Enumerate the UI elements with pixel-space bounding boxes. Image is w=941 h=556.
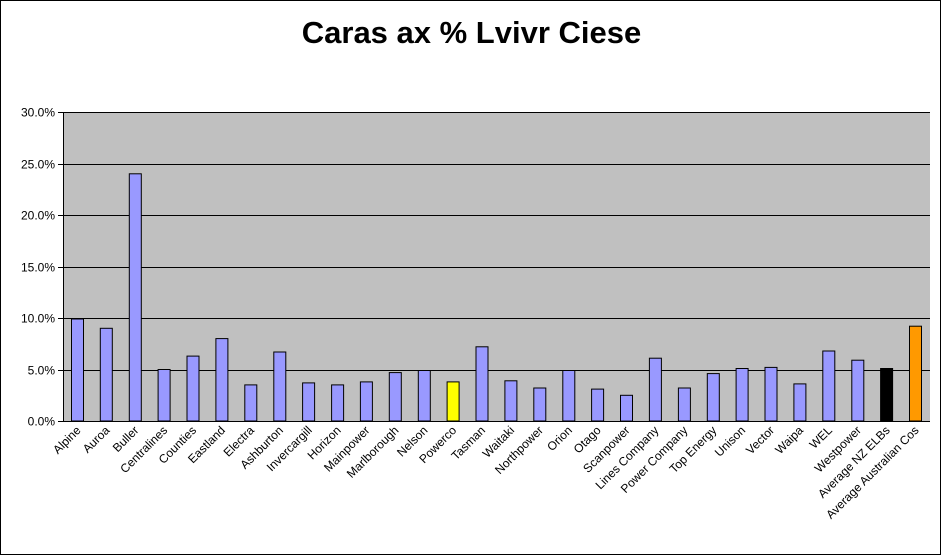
bar: [475, 346, 489, 422]
bar: [186, 355, 200, 422]
y-tick-label: 20.0%: [21, 209, 55, 223]
bar: [331, 384, 345, 422]
y-tick-label: 0.0%: [28, 415, 56, 429]
bar: [591, 388, 605, 422]
y-tick-label: 25.0%: [21, 158, 55, 172]
plot-area: [63, 112, 930, 421]
bar: [504, 380, 518, 422]
bar: [417, 370, 431, 422]
bar: [359, 381, 373, 422]
bar: [215, 338, 229, 422]
y-tick-label: 10.0%: [21, 312, 55, 326]
bar: [128, 173, 142, 422]
bar: [157, 369, 171, 422]
bar: [388, 372, 402, 422]
y-tick-labels: 0.0% 5.0% 10.0% 15.0% 20.0% 25.0% 30.0%: [21, 106, 55, 429]
x-tick-labels: AlpineAuroaBullerCentralinesCountiesEast…: [50, 423, 921, 522]
y-tick-label: 5.0%: [28, 364, 56, 378]
x-tick-label: Orion: [544, 423, 575, 454]
axes: [63, 112, 930, 422]
bar: [822, 350, 836, 422]
bar: [620, 394, 633, 422]
y-tick-label: 15.0%: [21, 261, 55, 275]
bar: [793, 383, 807, 422]
bar: [677, 387, 691, 422]
bar: [302, 382, 316, 422]
x-tick-label: Waipa: [772, 423, 806, 457]
y-tick-label: 30.0%: [21, 106, 55, 120]
bars: [71, 173, 922, 422]
bar: [562, 370, 576, 422]
bar: [533, 387, 547, 422]
bar: [706, 373, 720, 422]
bar: [735, 368, 749, 422]
bar: [648, 357, 662, 422]
bar: [880, 368, 894, 422]
x-tick-label: Vector: [743, 423, 777, 457]
bar: [909, 325, 922, 422]
bar: [273, 351, 287, 422]
bar: [446, 381, 460, 422]
x-tick-label: Auroa: [80, 423, 113, 456]
bar: [244, 384, 258, 422]
x-tick-label: Unison: [712, 423, 748, 459]
chart-title: Caras ax % Lvivr Ciese: [301, 15, 642, 50]
bar: [99, 327, 113, 422]
bar: [851, 359, 865, 422]
gridlines: [58, 112, 930, 422]
bar: [764, 366, 778, 422]
bar: [71, 318, 84, 422]
x-tick-label: Alpine: [50, 423, 84, 457]
